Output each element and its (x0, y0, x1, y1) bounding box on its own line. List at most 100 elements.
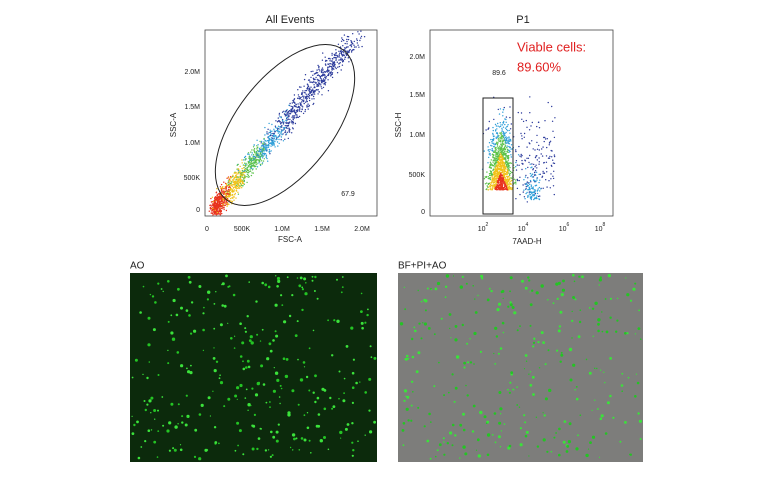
cell-spot (591, 435, 596, 439)
event-dot (315, 72, 317, 74)
event-dot (297, 109, 299, 111)
event-dot (239, 174, 241, 176)
event-dot (224, 194, 227, 196)
cell-spot (548, 388, 552, 393)
cell-spot (594, 399, 596, 401)
cell-spot (436, 449, 439, 452)
event-dot (313, 86, 316, 88)
event-dot (304, 92, 306, 94)
event-dot (318, 67, 320, 69)
event-dot (216, 205, 218, 207)
cell-spot (558, 453, 561, 457)
event-dot (334, 57, 336, 59)
tick-exponent: 8 (603, 222, 606, 228)
event-dot (501, 189, 503, 191)
event-dot (250, 174, 253, 177)
event-dot (333, 65, 335, 67)
cell-spot (297, 403, 300, 406)
cell-spot (454, 434, 457, 437)
cell-spot (620, 384, 624, 387)
event-dot (234, 192, 236, 195)
cell-spot (256, 381, 260, 386)
event-dot (215, 192, 217, 194)
event-dot (503, 189, 505, 191)
cell-spot (462, 445, 466, 449)
event-dot (502, 180, 504, 182)
event-dot (307, 95, 309, 97)
event-dot (491, 163, 493, 166)
event-dot (340, 69, 342, 71)
event-dot (497, 140, 500, 142)
event-dot (502, 179, 504, 181)
event-dot (259, 163, 262, 166)
event-dot (497, 134, 499, 136)
event-dot (363, 36, 366, 38)
event-dot (508, 177, 510, 179)
event-dot (504, 167, 506, 170)
event-dot (553, 193, 555, 196)
event-dot (270, 150, 272, 152)
event-dot (266, 131, 268, 133)
cell-spot (314, 374, 317, 378)
cell-spot (274, 303, 278, 307)
event-dot (268, 131, 270, 134)
event-dot (244, 171, 246, 173)
y-tick-label: 1.0M (409, 132, 425, 139)
event-dot (291, 110, 293, 112)
event-dot (486, 171, 488, 173)
event-dot (237, 163, 239, 166)
event-dot (228, 203, 230, 205)
event-dot (521, 135, 523, 137)
event-dot (534, 193, 537, 195)
event-dot (510, 140, 512, 142)
event-dot (247, 174, 250, 176)
cell-spot (185, 394, 188, 397)
event-dot (268, 142, 270, 145)
cell-spot (276, 276, 281, 281)
event-dot (530, 175, 532, 177)
cell-spot (172, 298, 176, 303)
image-label: BF+PI+AO (398, 261, 447, 272)
event-dot (515, 181, 517, 183)
cell-spot (193, 329, 197, 333)
cell-spot (275, 430, 279, 434)
cell-spot (568, 422, 572, 426)
event-dot (244, 170, 246, 172)
cell-spot (327, 448, 330, 451)
event-dot (553, 155, 556, 158)
cell-spot (477, 294, 479, 297)
event-dot (297, 103, 299, 105)
event-dot (279, 126, 281, 128)
cell-spot (369, 345, 372, 348)
cell-spot (186, 367, 188, 370)
event-dot (312, 70, 314, 73)
event-dot (548, 144, 550, 146)
event-dot (267, 160, 269, 162)
cell-spot (152, 328, 156, 332)
event-dot (551, 156, 553, 158)
cell-spot (523, 414, 526, 417)
cell-spot (402, 444, 405, 447)
x-tick-label: 1.0M (274, 226, 290, 233)
cell-spot (269, 406, 271, 408)
cell-spot (351, 371, 355, 375)
event-dot (233, 196, 235, 198)
x-tick-label: 1.5M (314, 226, 330, 233)
cell-spot (434, 287, 438, 291)
cell-spot (616, 297, 619, 300)
event-dot (217, 199, 219, 202)
event-dot (503, 135, 505, 137)
event-dot (289, 102, 291, 105)
event-dot (279, 128, 281, 130)
cell-spot (477, 454, 481, 458)
event-dot (502, 152, 505, 155)
event-dot (492, 150, 494, 152)
cell-spot (288, 314, 292, 318)
event-dot (233, 189, 235, 191)
cell-spot (531, 289, 534, 292)
event-dot (492, 140, 494, 142)
event-dot (490, 187, 492, 189)
event-dot (510, 177, 512, 179)
cell-spot (272, 389, 276, 393)
event-dot (281, 134, 283, 136)
